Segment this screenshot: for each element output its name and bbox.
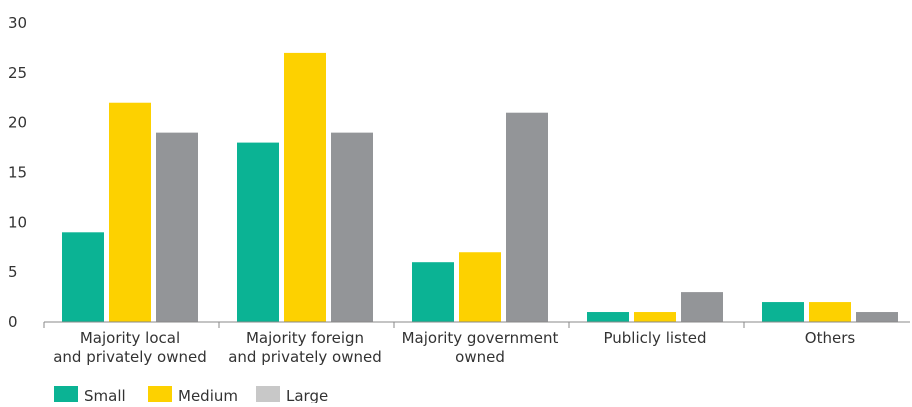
category-label: Majority local: [80, 329, 180, 347]
y-tick-label: 15: [8, 164, 27, 182]
bar-medium: [634, 312, 676, 322]
y-tick-label: 5: [8, 263, 18, 281]
bar-medium: [809, 302, 851, 322]
category-label: and privately owned: [228, 348, 382, 366]
y-tick-label: 30: [8, 14, 27, 32]
x-axis: [43, 321, 910, 328]
bar-small: [412, 262, 454, 322]
category-label: and privately owned: [53, 348, 207, 366]
legend-label-large: Large: [286, 387, 328, 403]
category-label: Majority government: [402, 329, 559, 347]
category-label: Others: [805, 329, 856, 347]
bar-small: [237, 142, 279, 322]
bar-medium: [284, 52, 326, 323]
bar-large: [681, 292, 723, 322]
category-label: owned: [455, 348, 505, 366]
bar-small: [762, 302, 804, 322]
bar-small: [587, 312, 629, 322]
bar-medium: [459, 252, 501, 322]
y-tick-label: 0: [8, 313, 18, 331]
category-label: Publicly listed: [604, 329, 707, 347]
legend-label-small: Small: [84, 387, 126, 403]
bar-large: [856, 312, 898, 322]
bar-large: [331, 132, 373, 322]
y-tick-label: 10: [8, 213, 27, 231]
bar-large: [506, 112, 548, 322]
bar-small: [62, 232, 104, 322]
legend-label-medium: Medium: [178, 387, 238, 403]
bar-medium: [109, 102, 151, 322]
y-tick-label: 25: [8, 64, 27, 82]
legend-swatch-large: [256, 386, 280, 402]
category-label: Majority foreign: [246, 329, 364, 347]
y-tick-label: 20: [8, 114, 27, 132]
legend-swatch-small: [54, 386, 78, 402]
y-axis-ticks: 0 5 10 15 20 25 30: [8, 14, 27, 331]
legend: Small Medium Large: [54, 386, 328, 405]
bar-large: [156, 132, 198, 322]
bars-group: [62, 52, 898, 323]
legend-swatch-medium: [148, 386, 172, 402]
